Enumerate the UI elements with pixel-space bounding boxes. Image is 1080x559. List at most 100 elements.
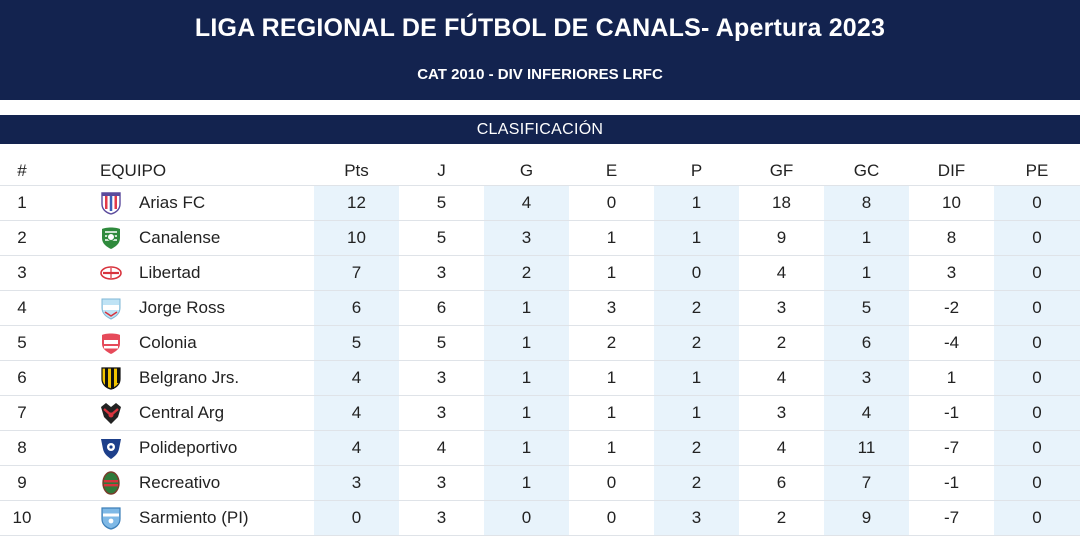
cell-dif: 10 bbox=[909, 185, 994, 221]
row-team[interactable]: Belgrano Jrs. bbox=[44, 360, 314, 396]
cell-p: 3 bbox=[654, 500, 739, 536]
cell-dif: -4 bbox=[909, 325, 994, 361]
page-header: LIGA REGIONAL DE FÚTBOL DE CANALS- Apert… bbox=[0, 0, 1080, 100]
cell-pe: 0 bbox=[994, 430, 1080, 466]
column-header-p[interactable]: P bbox=[690, 160, 703, 180]
row-position: 6 bbox=[0, 360, 44, 396]
table-row[interactable]: 10 Sarmiento (PI) 0 3 0 0 3 2 9 -7 0 bbox=[0, 500, 1080, 536]
cell-gf: 3 bbox=[739, 290, 824, 326]
central-arg-crest-icon bbox=[100, 401, 122, 425]
cell-gf: 3 bbox=[739, 395, 824, 431]
cell-pts: 4 bbox=[314, 395, 399, 431]
cell-e: 0 bbox=[569, 500, 654, 536]
cell-gf: 9 bbox=[739, 220, 824, 256]
table-row[interactable]: 9 Recreativo 3 3 1 0 2 6 7 -1 0 bbox=[0, 465, 1080, 501]
row-position: 8 bbox=[0, 430, 44, 466]
team-name: Arias FC bbox=[139, 193, 206, 212]
row-team[interactable]: Central Arg bbox=[44, 395, 314, 431]
cell-pts: 7 bbox=[314, 255, 399, 291]
cell-pe: 0 bbox=[994, 185, 1080, 221]
cell-dif: 8 bbox=[909, 220, 994, 256]
team-name: Recreativo bbox=[139, 473, 221, 492]
cell-gf: 18 bbox=[739, 185, 824, 221]
standings-table: # EQUIPO Pts J G E P GF GC DIF PE 1 Arias… bbox=[0, 156, 1080, 536]
row-position: 9 bbox=[0, 465, 44, 501]
cell-pts: 4 bbox=[314, 430, 399, 466]
cell-gf: 4 bbox=[739, 360, 824, 396]
table-row[interactable]: 3 Libertad 7 3 2 1 0 4 1 3 0 bbox=[0, 255, 1080, 291]
team-name: Jorge Ross bbox=[139, 298, 225, 317]
table-row[interactable]: 8 Polideportivo 4 4 1 1 2 4 11 -7 0 bbox=[0, 430, 1080, 466]
cell-j: 3 bbox=[399, 395, 484, 431]
row-team[interactable]: Recreativo bbox=[44, 465, 314, 501]
cell-j: 3 bbox=[399, 255, 484, 291]
cell-e: 0 bbox=[569, 185, 654, 221]
cell-g: 1 bbox=[484, 360, 569, 396]
cell-p: 1 bbox=[654, 185, 739, 221]
column-header-pts[interactable]: Pts bbox=[344, 160, 369, 180]
page-title: LIGA REGIONAL DE FÚTBOL DE CANALS- Apert… bbox=[194, 14, 886, 42]
cell-pts: 6 bbox=[314, 290, 399, 326]
cell-pe: 0 bbox=[994, 360, 1080, 396]
cell-g: 4 bbox=[484, 185, 569, 221]
cell-g: 1 bbox=[484, 325, 569, 361]
column-header-e[interactable]: E bbox=[605, 160, 618, 180]
row-team[interactable]: Polideportivo bbox=[44, 430, 314, 466]
column-header-g[interactable]: G bbox=[519, 160, 534, 180]
cell-p: 2 bbox=[654, 290, 739, 326]
cell-p: 2 bbox=[654, 430, 739, 466]
column-header-gc[interactable]: GC bbox=[853, 160, 880, 180]
cell-p: 2 bbox=[654, 465, 739, 501]
column-header-gf[interactable]: GF bbox=[769, 160, 794, 180]
cell-pe: 0 bbox=[994, 395, 1080, 431]
cell-gc: 1 bbox=[824, 255, 909, 291]
cell-pts: 10 bbox=[314, 220, 399, 256]
cell-gf: 2 bbox=[739, 325, 824, 361]
row-team[interactable]: Arias FC bbox=[44, 185, 314, 221]
cell-gc: 9 bbox=[824, 500, 909, 536]
cell-p: 1 bbox=[654, 360, 739, 396]
column-header-j[interactable]: J bbox=[437, 160, 446, 180]
row-team[interactable]: Libertad bbox=[44, 255, 314, 291]
table-row[interactable]: 6 Belgrano Jrs. 4 3 1 1 1 4 3 1 0 bbox=[0, 360, 1080, 396]
row-team[interactable]: Canalense bbox=[44, 220, 314, 256]
arias-fc-crest-icon bbox=[100, 191, 122, 215]
row-team[interactable]: Colonia bbox=[44, 325, 314, 361]
column-header-dif[interactable]: DIF bbox=[937, 160, 966, 180]
cell-e: 0 bbox=[569, 465, 654, 501]
cell-gc: 4 bbox=[824, 395, 909, 431]
column-header-pos[interactable]: # bbox=[17, 160, 27, 180]
cell-j: 3 bbox=[399, 360, 484, 396]
row-position: 4 bbox=[0, 290, 44, 326]
row-position: 3 bbox=[0, 255, 44, 291]
cell-pe: 0 bbox=[994, 220, 1080, 256]
row-team[interactable]: Jorge Ross bbox=[44, 290, 314, 326]
team-name: Canalense bbox=[139, 228, 221, 247]
team-name: Sarmiento (PI) bbox=[139, 508, 249, 527]
cell-p: 0 bbox=[654, 255, 739, 291]
cell-gc: 5 bbox=[824, 290, 909, 326]
cell-g: 1 bbox=[484, 465, 569, 501]
cell-g: 0 bbox=[484, 500, 569, 536]
cell-e: 1 bbox=[569, 220, 654, 256]
table-row[interactable]: 5 Colonia 5 5 1 2 2 2 6 -4 0 bbox=[0, 325, 1080, 361]
team-name: Belgrano Jrs. bbox=[139, 368, 240, 387]
row-position: 5 bbox=[0, 325, 44, 361]
cell-g: 1 bbox=[484, 430, 569, 466]
cell-dif: -2 bbox=[909, 290, 994, 326]
libertad-crest-icon bbox=[100, 261, 122, 285]
table-row[interactable]: 4 Jorge Ross 6 6 1 3 2 3 5 -2 0 bbox=[0, 290, 1080, 326]
polideportivo-crest-icon bbox=[100, 436, 122, 460]
table-row[interactable]: 2 Canalense 10 5 3 1 1 9 1 8 0 bbox=[0, 220, 1080, 256]
column-header-team[interactable]: EQUIPO bbox=[100, 160, 167, 180]
cell-dif: 3 bbox=[909, 255, 994, 291]
cell-e: 1 bbox=[569, 395, 654, 431]
cell-pe: 0 bbox=[994, 325, 1080, 361]
cell-dif: 1 bbox=[909, 360, 994, 396]
jorge-ross-crest-icon bbox=[100, 296, 122, 320]
row-position: 7 bbox=[0, 395, 44, 431]
column-header-pe[interactable]: PE bbox=[1025, 160, 1049, 180]
row-team[interactable]: Sarmiento (PI) bbox=[44, 500, 314, 536]
table-row[interactable]: 1 Arias FC 12 5 4 0 1 18 8 10 0 bbox=[0, 185, 1080, 221]
table-row[interactable]: 7 Central Arg 4 3 1 1 1 3 4 -1 0 bbox=[0, 395, 1080, 431]
